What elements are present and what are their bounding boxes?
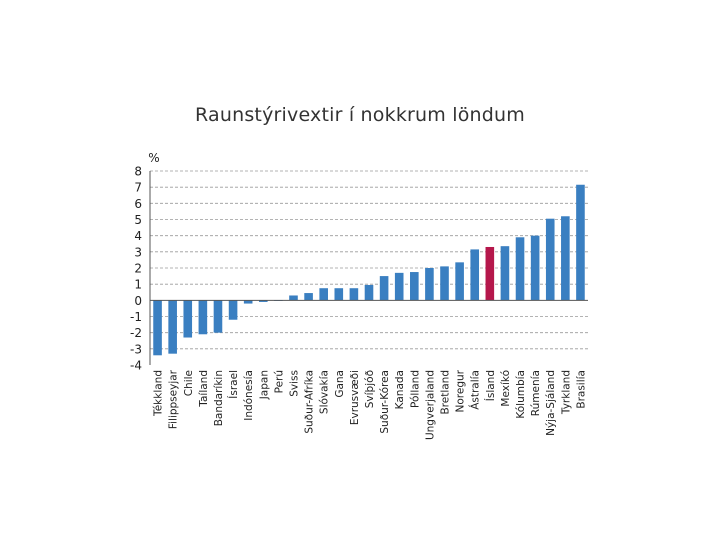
bar-16	[379, 276, 389, 301]
x-tick-label: Mexíkó	[500, 370, 512, 407]
y-tick-label: -2	[130, 326, 142, 340]
bar-1	[153, 300, 162, 356]
bar-21	[455, 262, 464, 301]
bar-27	[545, 218, 555, 301]
bar-22	[470, 249, 480, 301]
y-tick-label: -4	[130, 359, 142, 373]
x-tick-label: Japan	[258, 370, 270, 400]
bar-3	[183, 300, 193, 338]
bar-20	[440, 266, 449, 301]
x-tick-label: Rúmenía	[530, 370, 542, 416]
y-tick-label: -3	[130, 342, 142, 356]
y-tick-label: 8	[134, 165, 142, 179]
x-tick-label: Slóvakía	[319, 370, 331, 414]
bars	[153, 184, 585, 356]
x-tick-labels: Tékkland Filippseyjar Chile Taíland Bandarík…	[153, 369, 588, 440]
bar-28	[561, 216, 570, 301]
bar-29	[576, 184, 585, 301]
bar-14	[349, 288, 359, 301]
bar-24	[500, 246, 510, 301]
x-tick-label: Bandaríkin	[213, 370, 225, 426]
x-tick-label: Brasilía	[575, 370, 587, 409]
bar-8	[258, 300, 268, 302]
y-tick-label: 2	[134, 262, 142, 276]
bar-4	[198, 300, 208, 335]
bar-13	[334, 288, 344, 301]
x-tick-label: Kólumbía	[515, 370, 527, 419]
y-tick-label: 7	[134, 181, 142, 195]
bar-10	[289, 295, 298, 301]
y-tick-label: 1	[134, 278, 142, 292]
x-tick-label: Chile	[183, 370, 195, 396]
x-tick-label: Noregur	[455, 369, 467, 412]
x-tick-label: Indónesía	[243, 370, 255, 421]
x-tick-label: Ástralía	[469, 370, 482, 410]
x-tick-label: Ísrael	[227, 370, 240, 399]
x-tick-label: Taíland	[198, 370, 210, 408]
x-tick-label: Evrusvæði	[349, 370, 361, 425]
bar-7	[243, 300, 253, 304]
x-tick-label: Svíþjóð	[364, 370, 376, 408]
y-tick-label: 3	[134, 245, 142, 259]
x-tick-label: Gana	[334, 370, 346, 398]
x-tick-label: Bretland	[440, 370, 452, 415]
y-tick-label: 4	[134, 229, 142, 243]
x-tick-label: Pólland	[409, 370, 421, 408]
gridlines	[150, 170, 588, 350]
x-tick-label: Nýja-Sjáland	[545, 370, 557, 436]
x-tick-label: Filippseyjar	[168, 369, 180, 429]
x-tick-label: Sviss	[288, 370, 300, 397]
y-tick-label: 6	[134, 197, 142, 211]
bar-26	[530, 235, 540, 301]
bar-2	[168, 300, 177, 354]
bar-17	[394, 272, 404, 301]
bar-18	[410, 272, 419, 301]
axes	[149, 171, 588, 365]
x-tick-label: Tékkland	[153, 370, 165, 417]
y-tick-label: 0	[134, 294, 142, 308]
y-tick-label: -1	[130, 310, 142, 324]
bar-6	[228, 300, 238, 320]
x-tick-label: Ísland	[484, 370, 497, 401]
y-tick-label: 5	[134, 213, 142, 227]
x-tick-label: Perú	[273, 370, 285, 393]
y-tick-labels: -4 -3 -2 -1 0 1 2 3 4 5 6 7 8	[130, 165, 142, 373]
bar-5	[213, 300, 223, 333]
bar-19	[425, 268, 434, 301]
x-tick-label: Suður-Kórea	[379, 370, 391, 434]
bar-15	[364, 284, 374, 301]
bar-11	[304, 293, 313, 301]
x-tick-label: Tyrkland	[560, 370, 572, 415]
y-axis-label: %	[148, 151, 159, 165]
bar-25	[515, 237, 525, 301]
bar-23	[485, 246, 495, 301]
chart-title: Raunstýrivextir í nokkrum löndum	[195, 104, 525, 126]
x-tick-label: Suður-Afríka	[304, 370, 316, 434]
bar-12	[319, 288, 328, 301]
x-tick-label: Ungverjaland	[424, 370, 436, 440]
x-tick-label: Kanada	[394, 370, 406, 409]
